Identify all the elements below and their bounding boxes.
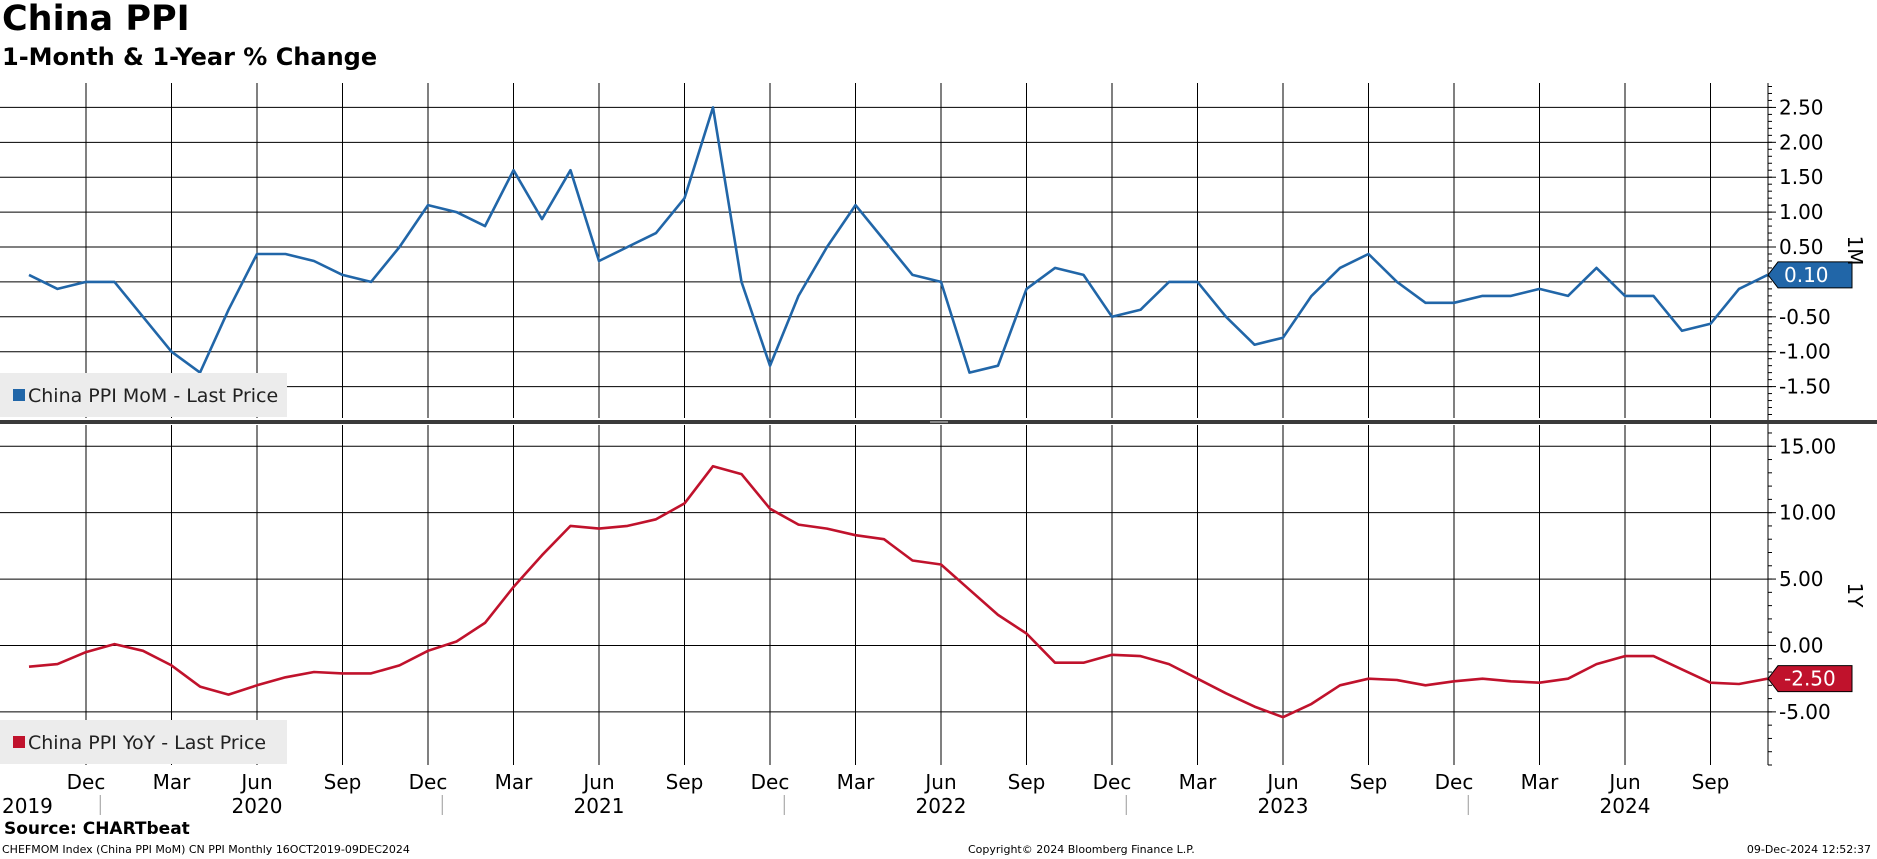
y-tick-label: -1.00 [1779, 340, 1831, 364]
y-tick-label: 1.00 [1779, 200, 1824, 224]
x-month-label: Dec [751, 770, 790, 794]
source-note: Source: CHARTbeat [4, 819, 190, 839]
x-month-label: Sep [666, 770, 704, 794]
last-value-badge [1767, 261, 1853, 289]
x-month-label: Jun [1265, 770, 1298, 794]
x-month-label: Dec [1093, 770, 1132, 794]
x-axis: Dec Mar Jun Sep Dec Mar Jun Sep Dec Mar Jun Sep Dec M… [2, 770, 1729, 818]
x-month-label: Jun [923, 770, 956, 794]
x-month-label: Sep [1692, 770, 1730, 794]
y-tick-label: 0.00 [1779, 633, 1824, 657]
y-tick-label: 1.50 [1779, 165, 1824, 189]
y-tick-label: -0.50 [1779, 305, 1831, 329]
x-month-label: Dec [67, 770, 106, 794]
y-tick-label: 0.50 [1779, 235, 1824, 259]
last-value-label: -2.50 [1784, 667, 1836, 691]
series-line-1Y [28, 464, 1768, 719]
x-month-label: Jun [239, 770, 272, 794]
index-description: CHEFMOM Index (China PPI MoM) CN PPI Mon… [2, 843, 410, 856]
legend-label: China PPI MoM - Last Price [28, 385, 278, 407]
x-year-label: 2021 [574, 794, 625, 818]
y-tick-label: -5.00 [1779, 700, 1831, 724]
x-year-label: 2024 [1600, 794, 1651, 818]
y-tick-labels: 2.50 2.00 1.50 1.00 0.50 -0.50 -1.00 -1.50 0.10 1… [1767, 85, 1867, 766]
x-month-label: Mar [1179, 770, 1218, 794]
legends: China PPI MoM - Last Price China PPI YoY … [0, 373, 287, 764]
series-lines [28, 106, 1769, 719]
x-year-label: 2020 [232, 794, 283, 818]
grid-lines [0, 83, 1768, 765]
legend-box [0, 720, 287, 764]
x-month-label: Jun [581, 770, 614, 794]
last-value-label: 0.10 [1784, 263, 1829, 287]
x-month-label: Mar [1521, 770, 1560, 794]
y-tick-label: 10.00 [1779, 501, 1836, 525]
x-month-label: Mar [495, 770, 534, 794]
copyright-note: Copyright© 2024 Bloomberg Finance L.P. [968, 843, 1195, 856]
panel-splitter-handle [930, 421, 948, 423]
legend-label: China PPI YoY - Last Price [28, 732, 266, 754]
legend-box [0, 373, 287, 417]
x-year-label: 2019 [2, 794, 53, 818]
axis-frame [0, 83, 1877, 765]
y-tick-label: -1.50 [1779, 375, 1831, 399]
timestamp: 09-Dec-2024 12:52:37 [1746, 843, 1871, 856]
x-month-label: Jun [1607, 770, 1640, 794]
x-month-label: Dec [1435, 770, 1474, 794]
chart-title: China PPI [2, 0, 190, 39]
legend-swatch [13, 389, 25, 401]
series-line-1M [28, 106, 1769, 374]
x-month-label: Dec [409, 770, 448, 794]
x-month-label: Sep [1350, 770, 1388, 794]
x-month-label: Mar [153, 770, 192, 794]
legend-swatch [13, 736, 25, 748]
y-tick-label: 2.50 [1779, 95, 1824, 119]
x-year-label: 2022 [916, 794, 967, 818]
y-tick-label: 5.00 [1779, 567, 1824, 591]
x-year-label: 2023 [1258, 794, 1309, 818]
last-value-badge [1767, 665, 1853, 693]
y-tick-label: 2.00 [1779, 130, 1824, 154]
chart-subtitle: 1-Month & 1-Year % Change [2, 43, 378, 71]
x-month-label: Sep [1008, 770, 1046, 794]
y-axis-name: 1Y [1843, 583, 1867, 609]
y-tick-label: 15.00 [1779, 434, 1836, 458]
y-axis-name: 1M [1843, 236, 1867, 266]
x-month-label: Sep [324, 770, 362, 794]
x-month-label: Mar [837, 770, 876, 794]
